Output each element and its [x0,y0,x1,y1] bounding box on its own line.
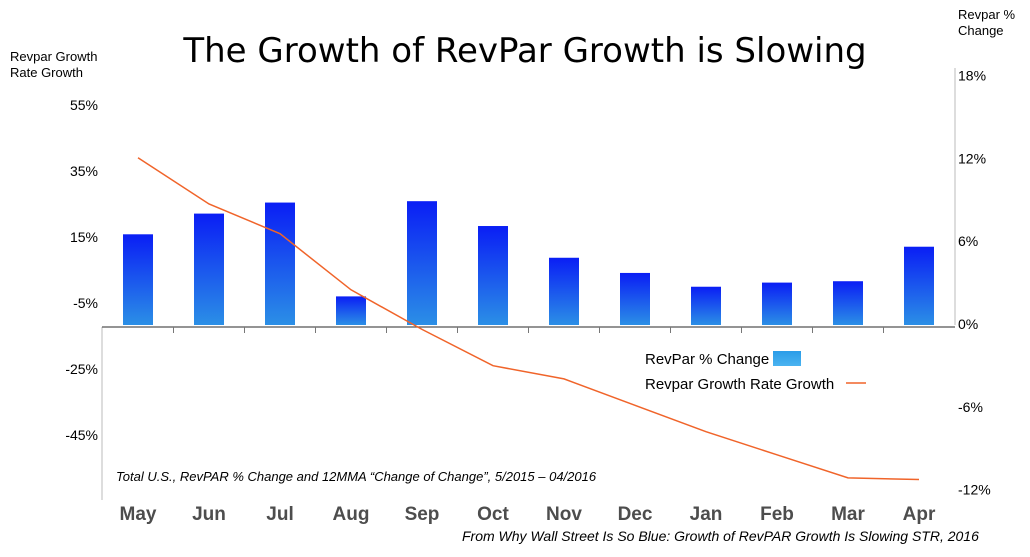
left-axis-ticks: 55% 35% 15% -5% -25% -45% [65,97,98,443]
left-tick-label: 35% [70,163,98,179]
bar [336,296,366,325]
category-label: Jul [266,504,293,525]
left-tick-label: -5% [73,295,98,311]
right-tick-label: 18% [958,68,986,84]
left-tick-label: -45% [65,427,98,443]
legend: RevPar % Change Revpar Growth Rate Growt… [645,351,866,393]
category-label: Apr [903,504,936,525]
chart-annotation: Total U.S., RevPAR % Change and 12MMA “C… [116,469,597,484]
category-label: Mar [831,504,865,525]
category-label: Oct [477,504,509,525]
category-label: Sep [405,504,440,525]
bar [833,281,863,325]
legend-label-line: Revpar Growth Rate Growth [645,376,834,393]
category-label: Jan [690,504,723,525]
category-label: Dec [618,504,653,525]
legend-label-bars: RevPar % Change [645,351,769,368]
category-label: May [120,504,157,525]
bar [478,226,508,325]
left-tick-label: -25% [65,361,98,377]
left-tick-label: 15% [70,229,98,245]
chart-source: From Why Wall Street Is So Blue: Growth … [462,528,979,544]
legend-swatch-bars [773,351,801,366]
left-axis-label: Revpar Growth Rate Growth [10,49,101,80]
bar [407,201,437,325]
bar [123,234,153,325]
right-tick-label: 0% [958,316,978,332]
bar [762,282,792,325]
bar [265,202,295,325]
category-label: Jun [192,504,226,525]
right-tick-label: 6% [958,233,978,249]
left-tick-label: 55% [70,97,98,113]
growth-line [137,157,920,481]
bar [904,246,934,325]
category-label: Nov [546,504,582,525]
bar [620,272,650,325]
right-axis-ticks: 18% 12% 6% 0% -6% -12% [958,68,991,498]
right-axis-label: Revpar % Change [958,7,1019,38]
category-labels: May Jun Jul Aug Sep Oct Nov Dec Jan Feb Mar Apr [120,327,936,525]
chart-title: The Growth of RevPar Growth is Slowing [182,31,866,71]
bars [123,201,934,325]
right-tick-label: 12% [958,150,986,166]
growth-line-path [137,157,920,481]
bar [691,286,721,325]
bar [549,257,579,325]
right-tick-label: -6% [958,399,983,415]
bar [194,213,224,325]
category-label: Aug [333,504,370,525]
category-label: Feb [760,504,794,525]
right-tick-label: -12% [958,482,991,498]
